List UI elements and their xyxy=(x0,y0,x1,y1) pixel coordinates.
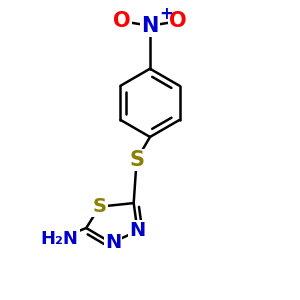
Text: S: S xyxy=(129,150,144,170)
Text: +: + xyxy=(159,5,173,23)
Text: H₂N: H₂N xyxy=(40,230,79,248)
Text: O: O xyxy=(113,11,130,31)
Text: S: S xyxy=(93,197,106,216)
Text: N: N xyxy=(105,233,121,252)
Text: N: N xyxy=(129,221,146,241)
Text: N: N xyxy=(141,16,159,36)
Text: O: O xyxy=(169,11,187,31)
